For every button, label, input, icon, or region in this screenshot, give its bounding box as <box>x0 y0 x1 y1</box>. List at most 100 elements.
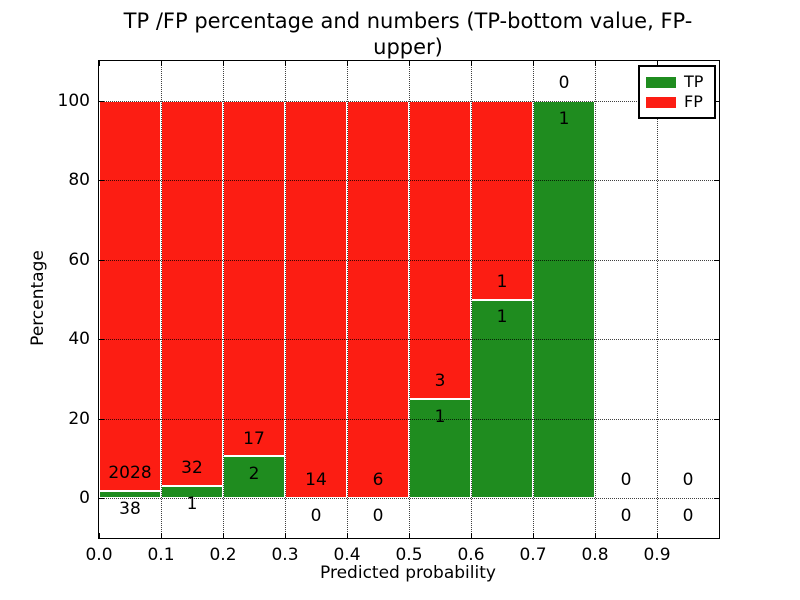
x-tick-mark <box>99 533 100 538</box>
fp-bar-segment <box>285 100 347 499</box>
x-axis-label: Predicted probability <box>320 563 496 583</box>
x-tick-mark-top <box>285 61 286 66</box>
x-tick-mark <box>347 533 348 538</box>
tp-count-annotation: 0 <box>682 506 694 527</box>
y-tick-label: 20 <box>68 408 90 429</box>
x-tick-label: 0.8 <box>581 545 609 565</box>
v-gridline <box>285 61 286 538</box>
tp-legend-label: TP <box>684 72 704 91</box>
y-axis-label: Percentage <box>28 250 48 346</box>
tp-count-annotation: 2 <box>248 464 260 485</box>
v-gridline <box>223 61 224 538</box>
y-tick-label: 60 <box>68 249 90 270</box>
y-tick-label: 100 <box>57 90 90 111</box>
v-gridline <box>533 61 534 538</box>
fp-bar-segment <box>471 100 533 300</box>
legend-row-fp: FP <box>646 92 708 112</box>
fp-bar-segment <box>99 100 161 491</box>
y-tick-label: 40 <box>68 329 90 350</box>
v-gridline <box>409 61 410 538</box>
y-tick-mark <box>99 259 104 261</box>
x-tick-label: 0.6 <box>457 545 485 565</box>
fp-count-annotation: 0 <box>682 470 694 491</box>
tp-count-annotation: 0 <box>310 506 322 527</box>
x-tick-mark <box>657 533 658 538</box>
y-tick-label: 80 <box>68 170 90 191</box>
tp-bar-segment <box>471 299 533 499</box>
x-tick-mark <box>595 533 596 538</box>
tp-bar-segment <box>223 456 285 499</box>
v-gridline <box>657 61 658 538</box>
tp-count-annotation: 1 <box>186 494 198 515</box>
v-gridline <box>161 61 162 538</box>
fp-count-annotation: 14 <box>305 470 327 491</box>
fp-count-annotation: 2028 <box>108 463 152 484</box>
fp-bar-segment <box>347 100 409 499</box>
x-tick-mark-top <box>595 61 596 66</box>
x-tick-label: 0.9 <box>643 545 671 565</box>
tp-bar-segment <box>533 100 595 499</box>
fp-bar-segment <box>161 100 223 487</box>
x-tick-mark <box>471 533 472 538</box>
fp-count-annotation: 0 <box>558 72 570 93</box>
tp-count-annotation: 0 <box>620 506 632 527</box>
y-tick-mark-right <box>714 259 719 261</box>
tp-bar-segment <box>99 490 161 499</box>
y-tick-mark-right <box>714 498 719 500</box>
y-tick-mark <box>99 339 104 341</box>
y-tick-mark <box>99 418 104 420</box>
x-tick-mark-top <box>657 61 658 66</box>
fp-count-annotation: 3 <box>434 370 446 391</box>
x-tick-mark <box>223 533 224 538</box>
x-tick-label: 0.5 <box>395 545 423 565</box>
x-tick-mark-top <box>409 61 410 66</box>
fp-legend-label: FP <box>684 92 703 111</box>
y-tick-mark-right <box>714 100 719 102</box>
fp-count-annotation: 17 <box>243 428 265 449</box>
x-tick-mark <box>409 533 410 538</box>
x-tick-mark-top <box>533 61 534 66</box>
y-tick-mark <box>99 498 104 500</box>
legend: TP FP <box>638 65 716 119</box>
y-tick-mark-right <box>714 180 719 182</box>
x-tick-label: 0.0 <box>85 545 113 565</box>
fp-count-annotation: 32 <box>181 458 203 479</box>
v-gridline <box>347 61 348 538</box>
fp-legend-swatch <box>646 96 676 108</box>
x-tick-mark-top <box>99 61 100 66</box>
chart-title-line1: TP /FP percentage and numbers (TP-bottom… <box>123 9 693 59</box>
x-tick-label: 0.7 <box>519 545 547 565</box>
x-tick-mark-top <box>347 61 348 66</box>
x-tick-label: 0.1 <box>147 545 175 565</box>
x-tick-mark-top <box>471 61 472 66</box>
x-tick-mark <box>161 533 162 538</box>
y-tick-mark <box>99 100 104 102</box>
tp-bar-segment <box>409 398 471 499</box>
x-tick-label: 0.3 <box>271 545 299 565</box>
x-tick-label: 0.2 <box>209 545 237 565</box>
y-tick-mark-right <box>714 418 719 420</box>
x-tick-mark-top <box>223 61 224 66</box>
tp-legend-swatch <box>646 76 676 88</box>
fp-count-annotation: 1 <box>496 271 508 292</box>
tp-count-annotation: 1 <box>434 406 446 427</box>
legend-row-tp: TP <box>646 72 708 92</box>
plot-area: TP FP 0.0 0.1 0.2 0.3 0.4 0.5 0.6 0.7 0.8 0.9 0 20 4… <box>58 60 720 565</box>
v-gridline <box>471 61 472 538</box>
fp-bar-segment <box>223 100 285 457</box>
x-tick-label: 0.4 <box>333 545 361 565</box>
y-tick-mark-right <box>714 339 719 341</box>
tp-count-annotation: 38 <box>119 498 141 519</box>
tp-count-annotation: 1 <box>496 307 508 328</box>
x-tick-mark-top <box>161 61 162 66</box>
fp-bar-segment <box>409 100 471 399</box>
x-tick-mark <box>285 533 286 538</box>
y-tick-mark <box>99 180 104 182</box>
y-tick-label: 0 <box>79 488 90 509</box>
tp-count-annotation: 1 <box>558 108 570 129</box>
fp-count-annotation: 6 <box>372 470 384 491</box>
v-gridline <box>595 61 596 538</box>
fp-count-annotation: 0 <box>620 470 632 491</box>
x-tick-mark <box>533 533 534 538</box>
